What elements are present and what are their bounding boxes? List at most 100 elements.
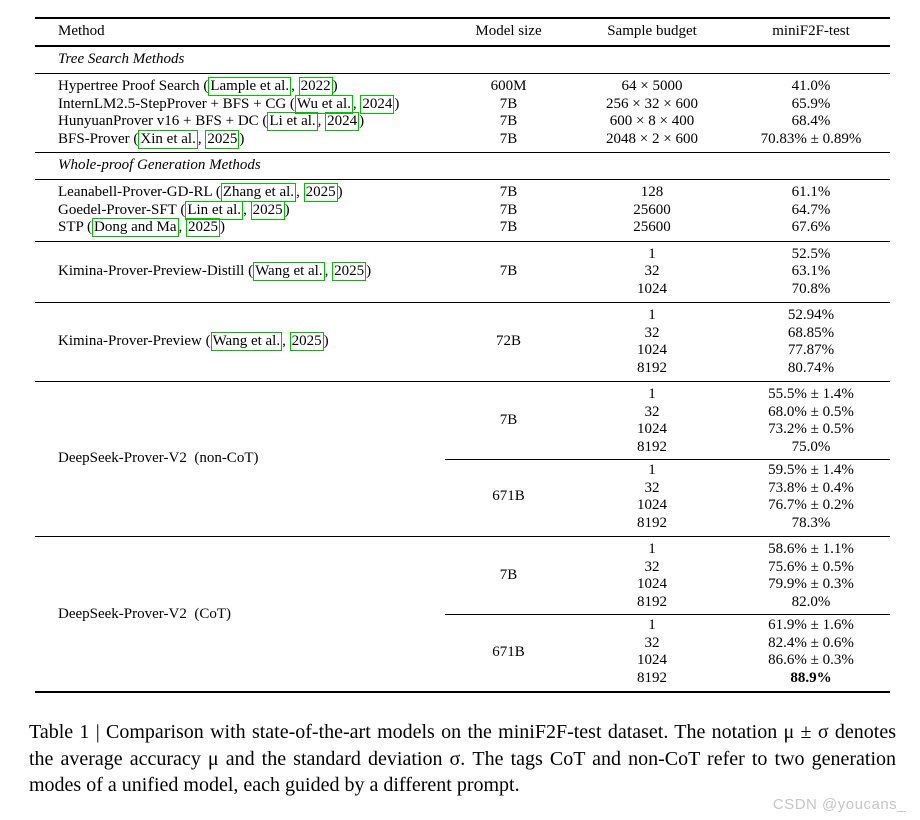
citation-link[interactable]: Xin et al.: [138, 129, 198, 149]
watermark: CSDN @youcans_: [772, 796, 906, 813]
budget-score-rows: 256 × 32 × 600 65.9%: [572, 96, 890, 114]
section-separator-rule: [35, 152, 890, 153]
citation-link[interactable]: Lin et al.: [185, 200, 244, 220]
group-values: 7B 600 × 8 × 400 68.4%: [445, 113, 890, 131]
table-row: 8192 88.9%: [572, 670, 890, 688]
table-row: 600 × 8 × 400 68.4%: [572, 113, 890, 131]
method-label: Kimina-Prover-Preview-Distill (Wang et a…: [58, 262, 371, 281]
sample-budget-value: 256 × 32 × 600: [606, 95, 698, 112]
score-value: 76.7% ± 0.2%: [768, 497, 854, 514]
model-size-block: 7B 25600 64.7%: [445, 202, 890, 220]
sample-budget-value: 1: [648, 462, 656, 479]
group-values: 7B 1 55.5% ± 1.4% 32 68.0% ± 0.5% 1024 73.2% ±…: [445, 386, 890, 532]
sample-budget-value: 25600: [633, 201, 671, 218]
block-divider-rule: [445, 458, 890, 460]
group-values: 7B 25600 67.6%: [445, 219, 890, 237]
section-title: Tree Search Methods: [58, 51, 185, 68]
method-text-segment: ): [220, 219, 226, 235]
method-label: Goedel-Prover-SFT (Lin et al., 2025): [58, 200, 290, 220]
sample-budget-value: 8192: [637, 593, 667, 610]
score-value: 88.9%: [790, 669, 832, 686]
table-top-rule: [35, 17, 890, 19]
model-size-cell: 7B: [499, 95, 518, 112]
method-text-segment: DeepSeek-Prover-V2 (non-CoT): [58, 450, 259, 467]
sample-budget-value: 32: [644, 324, 660, 341]
method-text-segment: Hypertree Proof Search (: [58, 78, 209, 94]
score-value: 77.87%: [787, 342, 835, 358]
citation-link[interactable]: 2025: [303, 183, 338, 202]
citation-link[interactable]: Wang et al.: [210, 332, 283, 352]
citation-link[interactable]: Li et al.: [267, 112, 318, 131]
group-values: 600M 64 × 5000 41.0%: [445, 78, 890, 96]
citation-link[interactable]: Lample et al.: [208, 77, 292, 96]
cluster-separator-rule: [35, 536, 890, 538]
method-text-segment: ,: [282, 333, 290, 350]
model-size-cell: 72B: [495, 333, 521, 350]
method-label: BFS-Prover (Xin et al., 2025): [58, 129, 245, 149]
sample-budget-value: 128: [640, 184, 664, 200]
score-value: 63.1%: [791, 263, 831, 279]
model-size-cell: 7B: [499, 219, 518, 235]
block-divider-rule: [445, 613, 890, 615]
citation-link[interactable]: 2025: [289, 332, 324, 352]
sample-budget-value: 1: [648, 307, 656, 323]
table-row: 1024 76.7% ± 0.2%: [572, 497, 890, 515]
model-size-block: 671B 1 59.5% ± 1.4% 32 73.8% ± 0.4% 1024 76.7%…: [445, 462, 890, 532]
sample-budget-value: 1: [648, 245, 656, 262]
model-size-cell: 671B: [492, 643, 525, 660]
table-row: 25600 64.7%: [572, 202, 890, 220]
method-label: DeepSeek-Prover-V2 (CoT): [58, 606, 231, 624]
model-size-block: 7B 1 55.5% ± 1.4% 32 68.0% ± 0.5% 1024 73.2% ±…: [445, 386, 890, 456]
method-text-segment: STP (: [58, 219, 93, 235]
header-cell-sample-budget: Sample budget: [607, 23, 697, 40]
method-text-segment: ): [239, 130, 245, 147]
budget-score-rows: 64 × 5000 41.0%: [572, 78, 890, 96]
method-group: DeepSeek-Prover-V2 (CoT) 7B 1 58.6% ± 1.1% 3…: [35, 541, 890, 687]
citation-link[interactable]: Wang et al.: [253, 262, 325, 281]
citation-link[interactable]: Zhang et al.: [220, 183, 297, 202]
model-size-block: 7B 1 58.6% ± 1.1% 32 75.6% ± 0.5% 1024 79.9% ±…: [445, 541, 890, 611]
citation-link[interactable]: 2024: [325, 112, 360, 131]
method-group: Hypertree Proof Search (Lample et al., 2…: [35, 77, 890, 96]
method-label: STP (Dong and Ma, 2025): [58, 218, 226, 237]
method-group: BFS-Prover (Xin et al., 2025) 7B 2048 × 2 …: [35, 129, 890, 149]
model-size-block: 7B 2048 × 2 × 600 70.83% ± 0.89%: [445, 131, 890, 149]
score-value: 55.5% ± 1.4%: [768, 386, 854, 402]
method-text-segment: DeepSeek-Prover-V2 (CoT): [58, 605, 231, 622]
method-text-segment: Goedel-Prover-SFT (: [58, 201, 186, 218]
group-values: 7B 256 × 32 × 600 65.9%: [445, 96, 890, 114]
citation-link[interactable]: 2022: [298, 77, 333, 96]
method-text-segment: Kimina-Prover-Preview (: [58, 333, 211, 350]
model-size-block: 7B 600 × 8 × 400 68.4%: [445, 113, 890, 131]
method-text-segment: ,: [197, 130, 206, 147]
sample-budget-value: 1024: [637, 497, 667, 514]
table-row: 1024 73.2% ± 0.5%: [572, 421, 890, 439]
citation-link[interactable]: 2024: [360, 94, 395, 114]
citation-link[interactable]: Dong and Ma: [92, 218, 179, 237]
budget-score-rows: 1 61.9% ± 1.6% 32 82.4% ± 0.6% 1024 86.6% ± 0…: [572, 617, 890, 687]
table-row: 1024 79.9% ± 0.3%: [572, 576, 890, 594]
score-value: 64.7%: [791, 201, 831, 218]
method-group: Leanabell-Prover-GD-RL (Zhang et al., 20…: [35, 183, 890, 202]
table-row: 8192 80.74%: [572, 360, 890, 378]
score-value: 68.85%: [787, 324, 835, 341]
sample-budget-value: 1024: [637, 342, 667, 358]
citation-link[interactable]: 2025: [205, 129, 240, 149]
model-size-cell: 7B: [499, 567, 518, 584]
citation-link[interactable]: 2025: [186, 218, 221, 237]
method-text-segment: ,: [317, 113, 326, 129]
model-size-block: 600M 64 × 5000 41.0%: [445, 78, 890, 96]
method-text-segment: ,: [296, 184, 304, 200]
method-label: Kimina-Prover-Preview (Wang et al., 2025…: [58, 332, 329, 352]
score-value: 73.2% ± 0.5%: [768, 421, 854, 437]
table-cluster: Kimina-Prover-Preview-Distill (Wang et a…: [35, 242, 890, 303]
citation-link[interactable]: 2025: [250, 200, 285, 220]
model-size-cell: 7B: [499, 113, 518, 129]
method-cell: Kimina-Prover-Preview-Distill (Wang et a…: [35, 246, 445, 299]
table-row: 1024 77.87%: [572, 342, 890, 360]
model-size-cell: 7B: [499, 130, 518, 147]
citation-link[interactable]: 2025: [332, 262, 367, 281]
citation-link[interactable]: Wu et al.: [294, 94, 353, 114]
budget-score-rows: 128 61.1%: [572, 184, 890, 202]
sample-budget-value: 1024: [637, 652, 667, 669]
